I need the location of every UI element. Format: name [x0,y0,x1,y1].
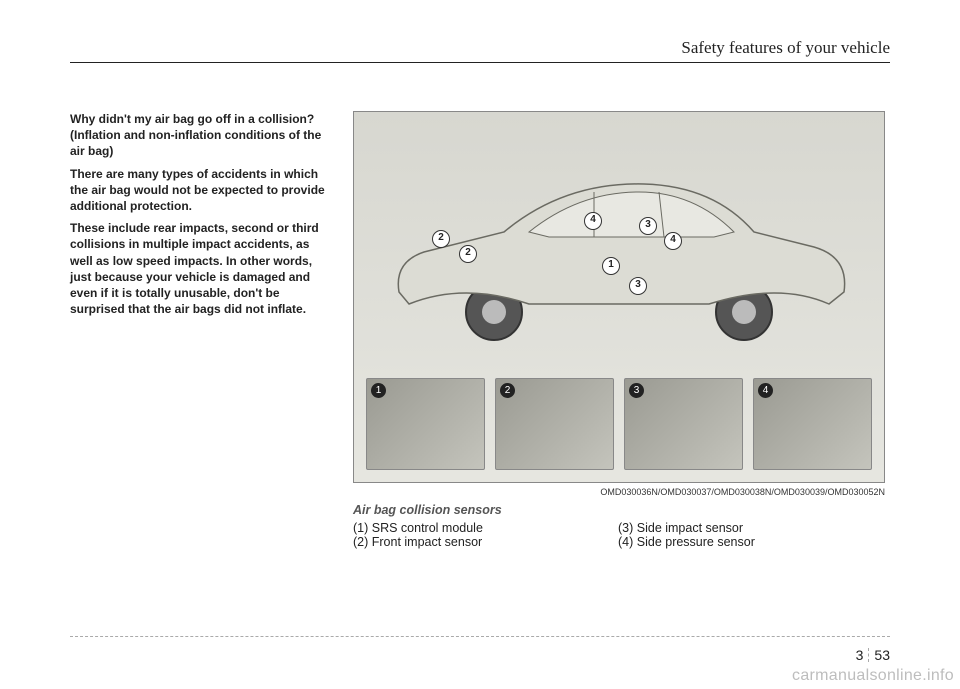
callout-4a: 4 [584,212,602,230]
footer-rule: 3 53 [70,636,890,661]
section-number: 3 [856,647,864,663]
header-rule: Safety features of your vehicle [70,30,890,63]
thumb-1: 1 [366,378,485,470]
callout-4b: 4 [664,232,682,250]
callout-2b: 2 [459,245,477,263]
caption-item-3: (3) Side impact sensor [618,521,883,535]
figure-reference-code: OMD030036N/OMD030037/OMD030038N/OMD03003… [353,487,885,497]
car-svg [384,162,854,342]
content-area: Why didn't my air bag go off in a collis… [70,111,890,549]
watermark: carmanualsonline.info [792,667,954,685]
caption-item-1: (1) SRS control module [353,521,618,535]
callout-1: 1 [602,257,620,275]
caption-item-2: (2) Front impact sensor [353,535,618,549]
caption-columns: (1) SRS control module (2) Front impact … [353,521,890,549]
thumbnail-row: 1 2 3 4 [366,378,872,470]
thumb-num-2: 2 [500,383,515,398]
thumb-num-4: 4 [758,383,773,398]
figure-column: 1 2 2 3 3 4 4 1 2 3 4 OMD030036N/OMD0300… [353,111,890,549]
caption-col-right: (3) Side impact sensor (4) Side pressure… [618,521,883,549]
page-number-separator [868,648,869,662]
caption-item-4: (4) Side pressure sensor [618,535,883,549]
header-title: Safety features of your vehicle [681,38,890,58]
paragraph-1: There are many types of accidents in whi… [70,166,325,215]
vehicle-diagram: 1 2 2 3 3 4 4 1 2 3 4 [353,111,885,483]
page-number: 3 53 [856,647,890,663]
thumb-num-3: 3 [629,383,644,398]
figure-caption: Air bag collision sensors (1) SRS contro… [353,503,890,549]
thumb-2: 2 [495,378,614,470]
thumb-3: 3 [624,378,743,470]
callout-3b: 3 [629,277,647,295]
callout-2a: 2 [432,230,450,248]
thumb-num-1: 1 [371,383,386,398]
callout-3a: 3 [639,217,657,235]
caption-col-left: (1) SRS control module (2) Front impact … [353,521,618,549]
car-illustration [384,162,854,342]
caption-title: Air bag collision sensors [353,503,890,517]
page: Safety features of your vehicle Why didn… [0,0,960,689]
body-text-column: Why didn't my air bag go off in a collis… [70,111,325,549]
paragraph-2: These include rear impacts, second or th… [70,220,325,317]
thumb-4: 4 [753,378,872,470]
question-heading: Why didn't my air bag go off in a collis… [70,111,325,160]
page-number-value: 53 [874,647,890,663]
